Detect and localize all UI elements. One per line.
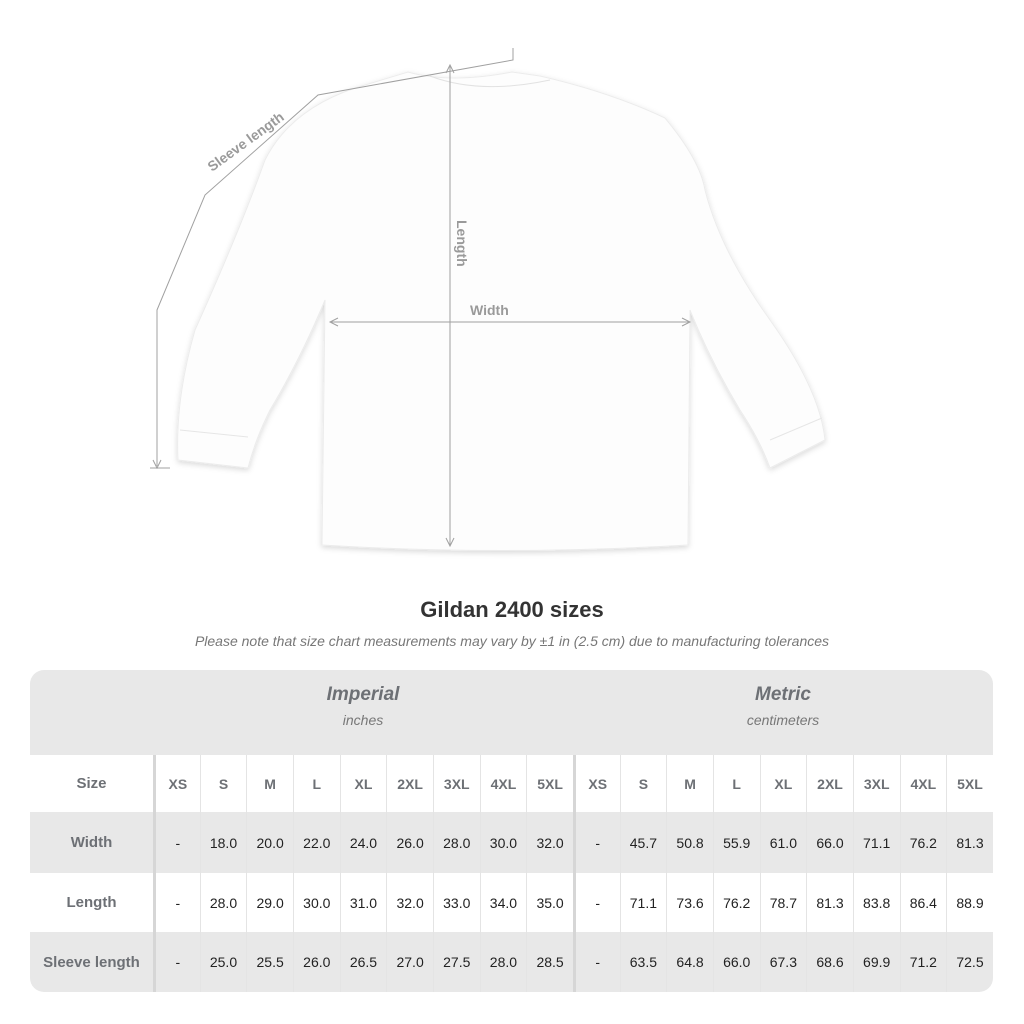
value-cell: 66.0 — [712, 932, 760, 992]
size-header-cell: L — [292, 755, 340, 812]
value-cell: - — [153, 812, 200, 873]
size-header-cell: 4XL — [899, 755, 947, 812]
value-cell: 24.0 — [339, 812, 387, 873]
size-header-cell: XL — [759, 755, 807, 812]
value-cell: 35.0 — [526, 873, 573, 932]
value-cell: - — [572, 873, 620, 932]
value-cell: 81.3 — [946, 812, 993, 873]
value-cell: 22.0 — [292, 812, 340, 873]
value-cell: 86.4 — [899, 873, 947, 932]
size-table: Imperial inches Metric centimeters Size X… — [30, 670, 993, 992]
sleeve-length-line — [156, 48, 514, 466]
value-cell: 27.5 — [432, 932, 480, 992]
size-header-cell: XL — [339, 755, 387, 812]
value-cell: 69.9 — [852, 932, 900, 992]
shirt-image — [177, 71, 826, 551]
value-cell: 78.7 — [759, 873, 807, 932]
value-cell: 28.0 — [199, 873, 247, 932]
tolerance-note: Please note that size chart measurements… — [194, 633, 830, 649]
value-cell: 32.0 — [526, 812, 573, 873]
value-cell: 88.9 — [946, 873, 993, 932]
value-cell: 50.8 — [666, 812, 713, 873]
value-cell: 33.0 — [432, 873, 480, 932]
value-cell: 45.7 — [619, 812, 667, 873]
value-cell: 72.5 — [946, 932, 993, 992]
value-cell: 25.0 — [199, 932, 247, 992]
value-cell: 71.2 — [899, 932, 947, 992]
value-cell: 26.0 — [386, 812, 433, 873]
value-cell: 20.0 — [246, 812, 293, 873]
size-header-cell: M — [246, 755, 293, 812]
value-cell: 28.5 — [526, 932, 573, 992]
value-cell: 25.5 — [246, 932, 293, 992]
value-cell: 76.2 — [899, 812, 947, 873]
size-header-cell: M — [666, 755, 713, 812]
table-header: Imperial inches Metric centimeters — [30, 670, 993, 755]
value-cell: 67.3 — [759, 932, 807, 992]
value-cell: 76.2 — [712, 873, 760, 932]
value-cell: 55.9 — [712, 812, 760, 873]
value-cell: 27.0 — [386, 932, 433, 992]
table-row: Sleeve length -25.0 25.5 26.0 26.5 27.0 27.5 28… — [30, 932, 993, 992]
value-cell: 32.0 — [386, 873, 433, 932]
row-label: Size — [76, 775, 107, 792]
size-header-cell: L — [712, 755, 760, 812]
value-cell: 31.0 — [339, 873, 387, 932]
row-label: Length — [66, 894, 117, 911]
value-cell: 83.8 — [852, 873, 900, 932]
size-header-cell: S — [619, 755, 667, 812]
metric-title: Metric — [755, 684, 811, 705]
value-cell: 61.0 — [759, 812, 807, 873]
value-cell: - — [153, 932, 200, 992]
value-cell: 34.0 — [479, 873, 527, 932]
value-cell: 71.1 — [619, 873, 667, 932]
size-header-cell: 5XL — [526, 755, 573, 812]
sleeve-arrow-icon — [150, 459, 170, 470]
size-header-cell: 2XL — [386, 755, 433, 812]
size-header-cell: XS — [572, 755, 620, 812]
value-cell: - — [572, 812, 620, 873]
imperial-unit: inches — [342, 712, 384, 728]
value-cell: 29.0 — [246, 873, 293, 932]
size-header-cell: 2XL — [806, 755, 853, 812]
value-cell: 68.6 — [806, 932, 853, 992]
metric-unit: centimeters — [746, 712, 820, 728]
row-label: Width — [70, 834, 113, 851]
value-cell: 71.1 — [852, 812, 900, 873]
imperial-group: Imperial inches — [153, 684, 573, 728]
value-cell: - — [153, 873, 200, 932]
size-header-cell: XS — [153, 755, 200, 812]
size-header-cell: 5XL — [946, 755, 993, 812]
shirt-diagram: Sleeve length Length Width — [150, 48, 826, 551]
imperial-title: Imperial — [326, 684, 400, 705]
length-label: Length — [454, 220, 470, 267]
page-title: Gildan 2400 sizes — [420, 597, 604, 622]
value-cell: 28.0 — [479, 932, 527, 992]
value-cell: 81.3 — [806, 873, 853, 932]
row-label: Sleeve length — [43, 953, 140, 971]
value-cell: 73.6 — [666, 873, 713, 932]
table-row: Length -28.0 29.0 30.0 31.0 32.0 33.0 34.0 35.0-… — [30, 873, 993, 932]
table-row: Width -18.0 20.0 22.0 24.0 26.0 28.0 30.0 32.0-4… — [30, 812, 993, 873]
value-cell: 28.0 — [432, 812, 480, 873]
width-arrow-icon — [328, 317, 692, 327]
value-cell: 18.0 — [199, 812, 247, 873]
size-header-cell: S — [199, 755, 247, 812]
value-cell: 63.5 — [619, 932, 667, 992]
value-cell: 30.0 — [292, 873, 340, 932]
width-label: Width — [470, 302, 509, 318]
value-cell: 26.5 — [339, 932, 387, 992]
value-cell: - — [572, 932, 620, 992]
value-cell: 66.0 — [806, 812, 853, 873]
size-header-cell: 4XL — [479, 755, 527, 812]
size-header-cell: 3XL — [852, 755, 900, 812]
value-cell: 64.8 — [666, 932, 713, 992]
size-header-row: Size XS S M L XL 2XL 3XL 4XL 5XL XS S M L XL 2XL 3XL 4XL 5… — [30, 755, 993, 812]
value-cell: 26.0 — [292, 932, 340, 992]
length-arrow-icon — [445, 63, 455, 548]
size-header-cell: 3XL — [432, 755, 480, 812]
value-cell: 30.0 — [479, 812, 527, 873]
metric-group: Metric centimeters — [573, 684, 993, 728]
